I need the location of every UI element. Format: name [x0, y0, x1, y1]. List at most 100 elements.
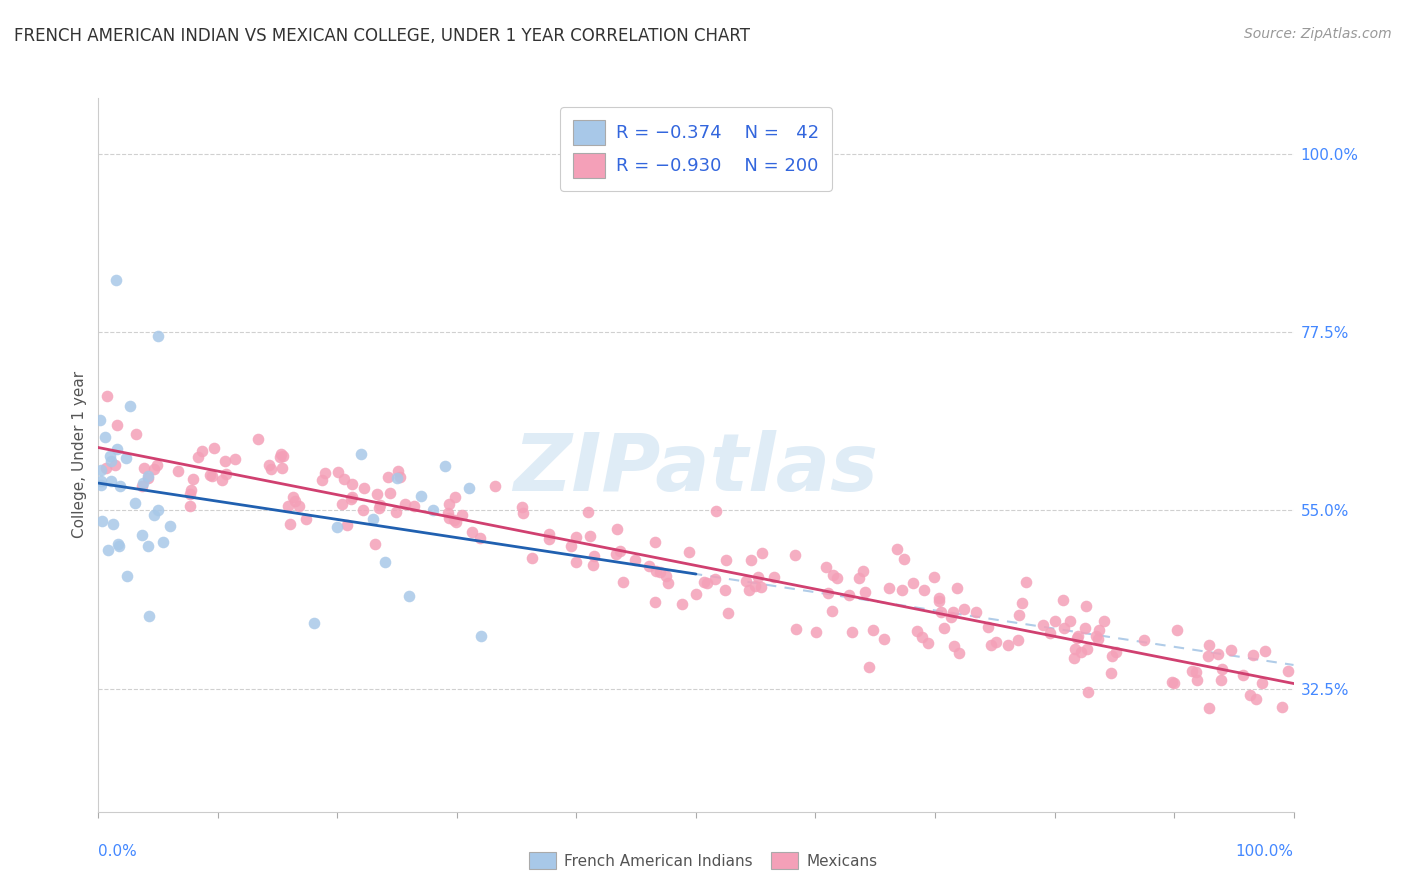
Point	[977, 620, 1000, 634]
Point	[389, 469, 412, 483]
Point	[1185, 665, 1208, 679]
Text: 100.0%: 100.0%	[1236, 844, 1294, 859]
Point	[97, 543, 120, 558]
Point	[187, 450, 209, 464]
Point	[1092, 614, 1115, 628]
Point	[437, 497, 460, 511]
Point	[1166, 623, 1188, 637]
Point	[271, 450, 294, 464]
Point	[785, 548, 807, 562]
Point	[1198, 701, 1220, 715]
Point	[1271, 699, 1294, 714]
Point	[1076, 599, 1098, 614]
Point	[387, 465, 409, 479]
Point	[333, 472, 356, 486]
Point	[638, 559, 661, 574]
Point	[520, 550, 543, 565]
Point	[735, 574, 758, 588]
Point	[576, 505, 599, 519]
Point	[873, 632, 896, 646]
Point	[434, 459, 457, 474]
Text: FRENCH AMERICAN INDIAN VS MEXICAN COLLEGE, UNDER 1 YEAR CORRELATION CHART: FRENCH AMERICAN INDIAN VS MEXICAN COLLEG…	[14, 27, 749, 45]
Point	[740, 553, 762, 567]
Point	[340, 477, 363, 491]
Point	[202, 441, 225, 455]
Point	[385, 505, 408, 519]
Point	[152, 534, 174, 549]
Point	[131, 528, 153, 542]
Point	[364, 537, 387, 551]
Point	[257, 458, 280, 472]
Point	[90, 463, 112, 477]
Point	[806, 625, 828, 640]
Point	[340, 491, 363, 506]
Point	[314, 466, 336, 480]
Point	[134, 461, 156, 475]
Point	[893, 552, 915, 566]
Point	[538, 532, 561, 546]
Point	[905, 624, 928, 638]
Point	[928, 591, 950, 605]
Point	[512, 506, 534, 520]
Point	[821, 603, 844, 617]
Point	[785, 623, 807, 637]
Point	[368, 499, 391, 513]
Point	[214, 454, 236, 468]
Point	[1232, 667, 1254, 681]
Point	[579, 529, 602, 543]
Point	[125, 427, 148, 442]
Point	[201, 468, 224, 483]
Point	[538, 526, 561, 541]
Point	[1105, 645, 1128, 659]
Legend: French American Indians, Mexicans: French American Indians, Mexicans	[523, 846, 883, 875]
Point	[1239, 688, 1261, 702]
Point	[363, 511, 385, 525]
Point	[650, 565, 672, 579]
Point	[939, 609, 962, 624]
Point	[1032, 617, 1054, 632]
Point	[330, 497, 353, 511]
Point	[366, 487, 388, 501]
Point	[901, 575, 924, 590]
Point	[138, 609, 160, 624]
Point	[1067, 629, 1090, 643]
Point	[1064, 642, 1087, 657]
Point	[717, 607, 740, 621]
Point	[1011, 596, 1033, 610]
Point	[191, 444, 214, 458]
Point	[94, 430, 117, 444]
Point	[136, 469, 159, 483]
Point	[606, 522, 628, 536]
Point	[763, 570, 786, 584]
Point	[100, 454, 122, 468]
Point	[928, 593, 950, 607]
Point	[917, 636, 939, 650]
Point	[450, 508, 472, 522]
Point	[858, 659, 880, 673]
Point	[612, 575, 634, 590]
Point	[96, 389, 118, 403]
Point	[259, 462, 281, 476]
Point	[1219, 642, 1241, 657]
Point	[1277, 665, 1299, 679]
Point	[932, 621, 955, 635]
Point	[143, 462, 166, 476]
Point	[980, 638, 1002, 652]
Point	[624, 553, 647, 567]
Point	[929, 605, 952, 619]
Point	[200, 467, 222, 482]
Point	[644, 535, 666, 549]
Point	[283, 491, 305, 505]
Point	[817, 586, 839, 600]
Point	[943, 640, 966, 654]
Point	[685, 587, 707, 601]
Point	[1163, 676, 1185, 690]
Point	[714, 582, 737, 597]
Point	[89, 412, 111, 426]
Point	[101, 516, 124, 531]
Point	[269, 450, 291, 465]
Point	[1206, 647, 1229, 661]
Point	[374, 556, 396, 570]
Point	[1181, 664, 1204, 678]
Point	[814, 559, 837, 574]
